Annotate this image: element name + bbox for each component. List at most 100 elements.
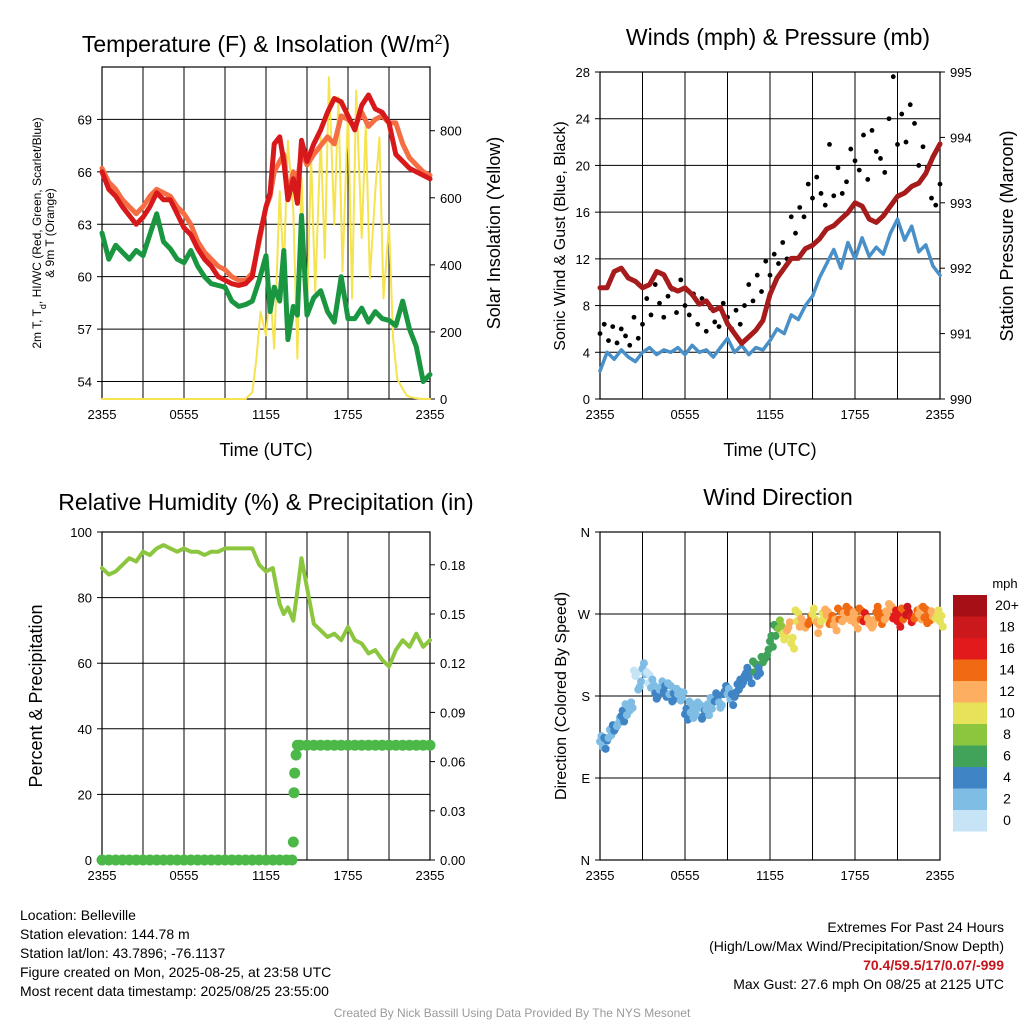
- gust-point: [610, 324, 616, 329]
- direction-point: [639, 659, 648, 668]
- colorbar-swatch: [953, 724, 987, 746]
- extremes-heading: Extremes For Past 24 Hours: [827, 919, 1004, 935]
- y-tick-label: 20: [78, 787, 92, 802]
- max-gust: Max Gust: 27.6 mph On 08/25 at 2125 UTC: [733, 976, 1004, 992]
- direction-point: [781, 632, 790, 641]
- gust-point: [831, 193, 837, 199]
- gust-point: [737, 321, 743, 327]
- colorbar-label: 16: [999, 640, 1015, 656]
- x-tick-label: 1155: [756, 407, 784, 422]
- gust-point: [759, 289, 764, 294]
- x-tick-label: 1755: [334, 868, 363, 883]
- y-tick-label: 66: [78, 165, 92, 180]
- x-tick-label: 0555: [671, 868, 700, 883]
- y-tick-label: 12: [576, 252, 590, 267]
- gust-point: [814, 174, 820, 180]
- x-tick-label: 2355: [88, 407, 117, 422]
- y-tick-label: 28: [576, 65, 590, 80]
- y2-tick-label: 994: [950, 130, 972, 145]
- y-axis-label: Direction (Colored By Speed): [553, 592, 570, 800]
- direction-point: [771, 631, 780, 640]
- y2-tick-label: 0.09: [440, 705, 465, 720]
- gust-point: [627, 342, 633, 348]
- extremes-info: Extremes For Past 24 Hours (High/Low/Max…: [709, 918, 1004, 994]
- x-tick-label: 2355: [926, 868, 955, 883]
- y2-tick-label: 0.18: [440, 558, 465, 573]
- gust-point: [776, 261, 781, 266]
- gust-point: [916, 163, 922, 168]
- gust-point: [733, 307, 739, 313]
- direction-point: [601, 744, 610, 753]
- gust-point: [635, 335, 641, 341]
- x-tick-label: 2355: [586, 407, 615, 422]
- y-tick-label: 16: [576, 205, 590, 220]
- y-tick-label: 8: [583, 299, 590, 314]
- colorbar-label: 0: [1003, 812, 1011, 828]
- gust-point: [640, 321, 645, 327]
- direction-point: [768, 642, 777, 651]
- gust-point: [716, 324, 722, 329]
- direction-point: [649, 681, 658, 690]
- direction-point: [788, 633, 797, 642]
- y-tick-label: N: [581, 853, 590, 868]
- gust-point: [674, 310, 679, 315]
- direction-point: [790, 644, 799, 653]
- colorbar-swatch: [953, 745, 987, 767]
- colorbar-title: mph: [992, 576, 1017, 591]
- gust-point: [720, 300, 726, 306]
- direction-point: [896, 622, 905, 631]
- colorbar-label: 20+: [995, 597, 1019, 613]
- precipitation-point: [287, 836, 299, 848]
- gust-point: [648, 312, 654, 318]
- y2-tick-label: 993: [950, 196, 972, 211]
- extremes-legend: (High/Low/Max Wind/Precipitation/Snow De…: [709, 938, 1004, 954]
- y-tick-label: 69: [78, 112, 92, 127]
- x-tick-label: 1155: [756, 868, 784, 883]
- gust-point: [818, 191, 824, 196]
- gust-point: [644, 296, 650, 301]
- gust-point: [929, 195, 934, 201]
- y2-tick-label: 200: [440, 325, 462, 340]
- gust-point: [805, 181, 811, 187]
- x-tick-label: 2355: [416, 407, 445, 422]
- gust-point: [665, 293, 671, 299]
- x-tick-label: 1755: [841, 868, 870, 883]
- gust-point: [597, 331, 603, 336]
- gust-point: [878, 156, 883, 161]
- y-tick-label: 0: [85, 853, 92, 868]
- colorbar-label: 14: [999, 662, 1015, 678]
- humidity-line: [100, 543, 432, 669]
- gust-point: [631, 314, 637, 320]
- x-tick-label: 0555: [170, 407, 199, 422]
- y2-tick-label: 0.06: [440, 755, 465, 770]
- colorbar-swatch: [953, 788, 987, 810]
- gust-point: [763, 258, 769, 264]
- gust-point: [848, 146, 854, 152]
- gust-point: [839, 191, 845, 196]
- gust-point: [835, 165, 841, 171]
- direction-point: [814, 629, 823, 638]
- pressure-line: [597, 141, 943, 346]
- direction-point: [692, 711, 701, 720]
- gust-point: [746, 282, 752, 287]
- y-tick-label: 40: [78, 722, 92, 737]
- gust-point: [657, 300, 662, 306]
- y2-tick-label: 0: [440, 392, 447, 407]
- figure-created: Figure created on Mon, 2025-08-25, at 23…: [20, 964, 332, 980]
- chart-title: Temperature (F) & Insolation (W/m2): [82, 31, 450, 57]
- direction-point: [705, 711, 714, 720]
- y-axis-label: Sonic Wind & Gust (Blue, Black): [552, 121, 569, 350]
- gust-point: [742, 303, 747, 308]
- direction-point: [938, 622, 947, 631]
- x-tick-label: 2355: [416, 868, 445, 883]
- gust-point: [695, 321, 701, 327]
- x-tick-label: 0555: [671, 407, 700, 422]
- y-tick-label: 0: [583, 392, 590, 407]
- wind-speed-line: [598, 217, 942, 373]
- x-axis-label: Time (UTC): [723, 440, 816, 460]
- gust-point: [912, 120, 917, 126]
- credit-line: Created By Nick Bassill Using Data Provi…: [333, 1006, 691, 1020]
- gust-point: [890, 74, 896, 80]
- y-axis-label: 2m T, Td, HI/WC (Red, Green, Scarlet/Blu…: [30, 117, 48, 348]
- y2-tick-label: 800: [440, 124, 462, 139]
